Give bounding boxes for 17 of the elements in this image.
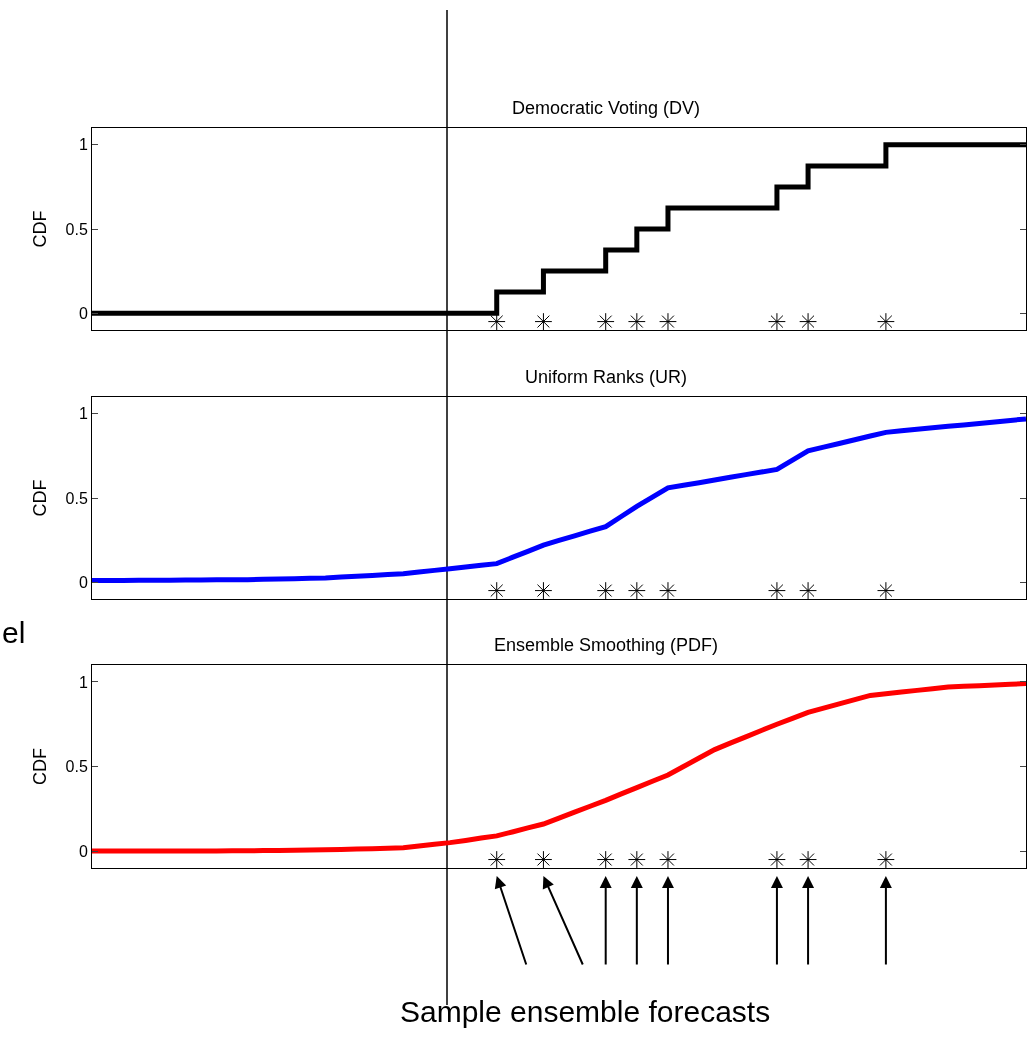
y-tick-label: 0 — [78, 842, 88, 860]
y-tick-label: 0.5 — [65, 758, 88, 776]
y-tick-label: 1 — [78, 136, 88, 154]
y-axis-title: CDF — [29, 210, 50, 248]
chart-title: Ensemble Smoothing (PDF) — [494, 635, 719, 655]
y-tick-label: 1 — [78, 673, 88, 691]
y-tick-label: 1 — [78, 405, 88, 423]
y-tick-label: 0.5 — [65, 489, 88, 507]
chart-title: Uniform Ranks (UR) — [525, 367, 688, 387]
y-tick-label: 0 — [78, 573, 88, 591]
chart-title: Democratic Voting (DV) — [512, 98, 701, 118]
y-tick-label: 0.5 — [65, 220, 88, 238]
text: el — [2, 616, 26, 649]
y-tick-label: 0 — [78, 304, 88, 322]
y-axis-title: CDF — [29, 479, 50, 517]
y-axis-title: CDF — [29, 748, 50, 785]
text: Sample ensemble forecasts — [400, 995, 771, 1028]
